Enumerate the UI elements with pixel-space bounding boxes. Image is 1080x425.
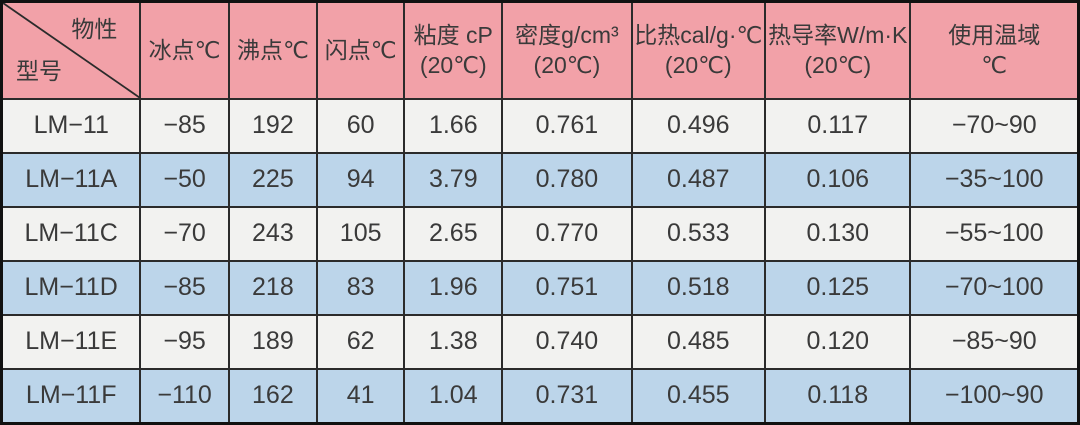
table-row: LM−11C −70 243 105 2.65 0.770 0.533 0.13…	[0, 205, 1080, 262]
cell-model: LM−11C	[0, 205, 142, 262]
header-sub: (20℃)	[533, 52, 601, 79]
header-title: 沸点℃	[236, 37, 309, 64]
cell-viscosity: 1.66	[403, 97, 504, 154]
table-row: LM−11A −50 225 94 3.79 0.780 0.487 0.106…	[0, 151, 1080, 208]
cell-specific-heat: 0.533	[630, 205, 767, 262]
cell-flash-point: 83	[316, 259, 406, 316]
cell-specific-heat: 0.518	[630, 259, 767, 316]
header-title: 冰点℃	[148, 37, 221, 64]
cell-viscosity: 1.38	[403, 313, 504, 370]
cell-boiling-point: 218	[227, 259, 319, 316]
table-row: LM−11E −95 189 62 1.38 0.740 0.485 0.120…	[0, 313, 1080, 370]
cell-flash-point: 105	[316, 205, 406, 262]
cell-density: 0.740	[501, 313, 633, 370]
cell-freezing-point: −70	[139, 205, 230, 262]
cell-specific-heat: 0.455	[630, 367, 767, 425]
cell-operating-temp-range: −100~90	[909, 367, 1080, 425]
header-title: 密度g/cm³	[515, 21, 619, 48]
header-specific-heat: 比热cal/g·℃ (20℃)	[630, 0, 767, 100]
cell-model: LM−11	[0, 97, 142, 154]
table-row: LM−11 −85 192 60 1.66 0.761 0.496 0.117 …	[0, 97, 1080, 154]
cell-freezing-point: −85	[139, 97, 230, 154]
cell-flash-point: 94	[316, 151, 406, 208]
header-freezing-point: 冰点℃	[139, 0, 230, 100]
header-title: 使用温域	[948, 21, 1041, 48]
cell-density: 0.770	[501, 205, 633, 262]
table-row: LM−11D −85 218 83 1.96 0.751 0.518 0.125…	[0, 259, 1080, 316]
cell-specific-heat: 0.485	[630, 313, 767, 370]
diagonal-divider-line	[3, 3, 139, 98]
cell-thermal-conductivity: 0.117	[764, 97, 912, 154]
cell-model: LM−11D	[0, 259, 142, 316]
cell-thermal-conductivity: 0.120	[764, 313, 912, 370]
cell-density: 0.780	[501, 151, 633, 208]
cell-density: 0.751	[501, 259, 633, 316]
cell-thermal-conductivity: 0.130	[764, 205, 912, 262]
cell-specific-heat: 0.487	[630, 151, 767, 208]
header-sub: (20℃)	[664, 52, 732, 79]
cell-flash-point: 60	[316, 97, 406, 154]
cell-viscosity: 1.96	[403, 259, 504, 316]
cell-thermal-conductivity: 0.125	[764, 259, 912, 316]
cell-thermal-conductivity: 0.106	[764, 151, 912, 208]
header-row: 物性 型号 冰点℃ 沸点℃ 闪点℃ 粘度 cP (20℃)	[0, 0, 1080, 100]
cell-flash-point: 62	[316, 313, 406, 370]
cell-boiling-point: 192	[227, 97, 319, 154]
cell-flash-point: 41	[316, 367, 406, 425]
cell-operating-temp-range: −70~100	[909, 259, 1080, 316]
cell-boiling-point: 243	[227, 205, 319, 262]
cell-freezing-point: −110	[139, 367, 230, 425]
header-sub: (20℃)	[804, 52, 872, 79]
header-boiling-point: 沸点℃	[227, 0, 319, 100]
cell-viscosity: 3.79	[403, 151, 504, 208]
header-sub: ℃	[981, 52, 1008, 79]
cell-operating-temp-range: −85~90	[909, 313, 1080, 370]
header-title: 闪点℃	[324, 37, 397, 64]
cell-freezing-point: −50	[139, 151, 230, 208]
cell-boiling-point: 189	[227, 313, 319, 370]
header-density: 密度g/cm³ (20℃)	[501, 0, 633, 100]
header-flash-point: 闪点℃	[316, 0, 406, 100]
header-operating-temp-range: 使用温域 ℃	[909, 0, 1080, 100]
cell-density: 0.731	[501, 367, 633, 425]
cell-operating-temp-range: −70~90	[909, 97, 1080, 154]
cell-model: LM−11A	[0, 151, 142, 208]
header-thermal-conductivity: 热导率W/m·K (20℃)	[764, 0, 912, 100]
cell-viscosity: 2.65	[403, 205, 504, 262]
cell-viscosity: 1.04	[403, 367, 504, 425]
cell-boiling-point: 225	[227, 151, 319, 208]
cell-density: 0.761	[501, 97, 633, 154]
corner-label-model: 型号	[16, 58, 62, 85]
cell-operating-temp-range: −35~100	[909, 151, 1080, 208]
corner-label-property: 物性	[71, 16, 118, 42]
header-sub: (20℃)	[419, 52, 487, 79]
cell-operating-temp-range: −55~100	[909, 205, 1080, 262]
header-corner-model-property: 物性 型号	[0, 0, 142, 100]
header-title: 粘度 cP	[413, 21, 493, 48]
cell-freezing-point: −85	[139, 259, 230, 316]
header-title: 比热cal/g·℃	[634, 21, 763, 48]
header-title: 热导率W/m·K	[768, 21, 908, 48]
table-row: LM−11F −110 162 41 1.04 0.731 0.455 0.11…	[0, 367, 1080, 425]
cell-model: LM−11E	[0, 313, 142, 370]
cell-model: LM−11F	[0, 367, 142, 425]
cell-specific-heat: 0.496	[630, 97, 767, 154]
cell-thermal-conductivity: 0.118	[764, 367, 912, 425]
header-viscosity: 粘度 cP (20℃)	[403, 0, 504, 100]
cell-freezing-point: −95	[139, 313, 230, 370]
cell-boiling-point: 162	[227, 367, 319, 425]
